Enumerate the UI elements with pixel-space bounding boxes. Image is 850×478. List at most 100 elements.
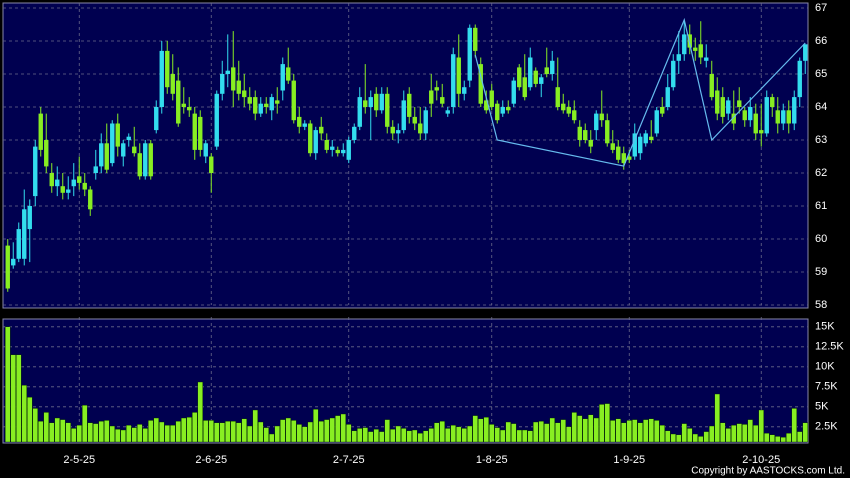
candle-body	[775, 110, 780, 124]
candle-body	[555, 87, 560, 107]
volume-panel	[2, 318, 809, 444]
volume-bar	[208, 420, 214, 443]
volume-bar	[538, 421, 544, 443]
candle-body	[176, 80, 181, 124]
candle-body	[110, 123, 115, 164]
candle-body	[473, 27, 478, 51]
candle-body	[137, 153, 142, 177]
candle-body	[704, 57, 709, 61]
candle-body	[407, 93, 412, 117]
candle-body	[687, 34, 692, 48]
candle-body	[55, 179, 60, 187]
candle-body	[605, 120, 610, 144]
y-tick-label: 60	[815, 233, 827, 245]
candle-body	[517, 67, 522, 88]
copyright: Copyright by AASTOCKS.com Ltd.	[691, 466, 845, 477]
volume-bar	[687, 428, 693, 443]
candle-body	[71, 179, 76, 187]
volume-bar	[736, 423, 742, 443]
candle-body	[5, 245, 10, 289]
volume-bar	[296, 424, 302, 443]
y-tick-label: 64	[815, 101, 827, 113]
candle-body	[143, 143, 148, 177]
volume-bar	[230, 421, 236, 443]
volume-bar	[98, 421, 104, 443]
volume-bar	[329, 417, 335, 443]
volume-bar	[335, 415, 341, 443]
candle-body	[209, 156, 214, 173]
candle-body	[357, 97, 362, 127]
volume-bar	[362, 427, 368, 443]
volume-bar	[483, 417, 489, 443]
volume-bar	[203, 420, 209, 443]
candle-body	[181, 103, 186, 107]
volume-bar	[43, 412, 49, 443]
x-tick-label: 2-7-25	[333, 454, 365, 466]
volume-bar	[654, 420, 660, 443]
candle-body	[203, 143, 208, 157]
volume-bar	[802, 422, 808, 443]
candle-body	[60, 186, 65, 193]
y-tick-label: 61	[815, 200, 827, 212]
candle-body	[643, 133, 648, 144]
volume-bar	[522, 429, 528, 443]
volume-bar	[49, 422, 55, 443]
candle-body	[379, 93, 384, 111]
candle-body	[632, 133, 637, 157]
candle-body	[11, 258, 16, 266]
volume-bar	[170, 425, 176, 443]
candle-body	[374, 93, 379, 111]
candle-body	[275, 100, 280, 104]
volume-bar	[412, 429, 418, 443]
volume-bar	[307, 421, 313, 443]
candle-body	[429, 90, 434, 104]
volume-bar	[258, 421, 264, 443]
volume-bar	[5, 326, 11, 443]
candle-body	[616, 146, 621, 160]
volume-bar	[714, 393, 720, 443]
candle-body	[192, 113, 197, 150]
candle-body	[709, 74, 714, 98]
volume-bar	[676, 434, 682, 443]
volume-bar	[313, 409, 319, 443]
volume-bar	[670, 433, 676, 443]
volume-bar	[153, 417, 159, 443]
volume-bar	[626, 420, 632, 443]
y-tick-label: 63	[815, 134, 827, 146]
y-tick-label: 12.5K	[815, 341, 844, 353]
volume-bar	[434, 422, 440, 443]
volume-bar	[659, 425, 665, 443]
candle-body	[291, 80, 296, 121]
volume-bar	[109, 425, 115, 443]
candle-body	[781, 110, 786, 124]
candle-body	[286, 67, 291, 81]
volume-bar	[368, 431, 374, 443]
candle-body	[495, 103, 500, 121]
candle-body	[522, 77, 527, 98]
volume-bar	[181, 417, 187, 443]
volume-bar	[417, 433, 423, 443]
candle-body	[368, 97, 373, 107]
candle-body	[33, 146, 38, 197]
candle-body	[423, 110, 428, 134]
volume-bar	[494, 427, 500, 443]
candle-body	[654, 110, 659, 134]
candle-body	[308, 123, 313, 154]
candle-body	[121, 143, 126, 157]
candle-body	[528, 57, 533, 88]
volume-bar	[588, 414, 594, 443]
volume-bar	[709, 425, 715, 443]
volume-bar	[38, 421, 44, 443]
candle-body	[330, 146, 335, 150]
volume-bar	[197, 381, 203, 443]
y-tick-label: 7.5K	[815, 381, 838, 393]
candle-body	[324, 140, 329, 150]
candle-body	[236, 80, 241, 94]
y-tick-label: 2.5K	[815, 421, 838, 433]
candle-body	[38, 113, 43, 150]
volume-bar	[148, 420, 154, 443]
candle-body	[319, 126, 324, 134]
volume-bar	[384, 419, 390, 443]
candle-body	[599, 113, 604, 121]
candle-body	[258, 103, 263, 114]
